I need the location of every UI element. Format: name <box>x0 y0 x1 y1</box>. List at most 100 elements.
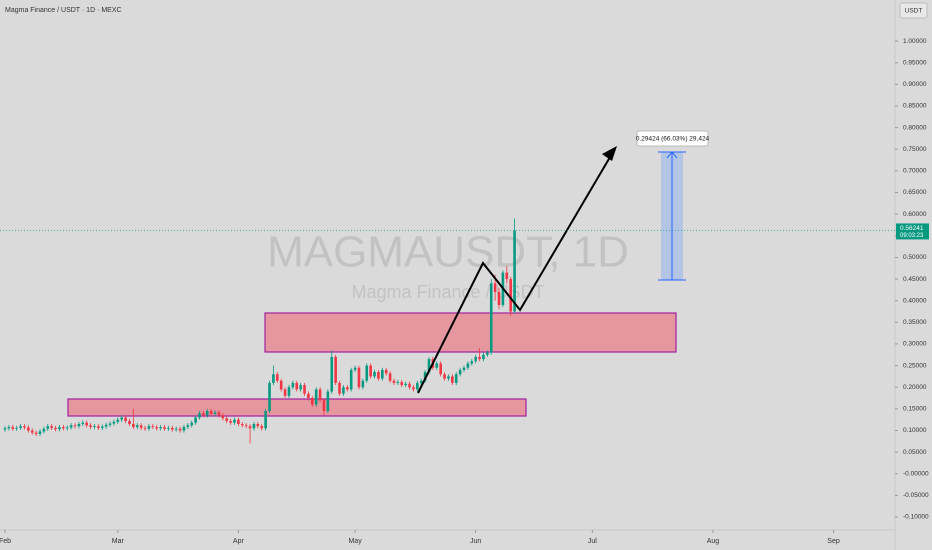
y-tick-label: 0.65000 <box>903 189 927 196</box>
candle-body <box>186 425 190 428</box>
currency[interactable]: USDT <box>905 8 923 15</box>
candle-body <box>513 230 516 312</box>
candle-body <box>240 424 244 426</box>
candle-body <box>478 356 481 360</box>
candle-body <box>381 369 384 379</box>
x-tick-label: Apr <box>233 538 245 545</box>
y-tick-label: 0.85000 <box>903 103 927 110</box>
y-tick-label: 0.60000 <box>903 211 927 218</box>
y-tick-label: 0.20000 <box>903 384 927 391</box>
candle-body <box>225 418 229 421</box>
candle-body <box>93 426 96 428</box>
y-tick-label: -0.10000 <box>903 514 929 521</box>
candle-body <box>435 363 439 368</box>
x-tick-label: Feb <box>0 538 11 545</box>
candle-body <box>489 283 493 353</box>
candle-body <box>112 421 116 424</box>
candle-body <box>229 420 232 423</box>
y-tick-label: 0.95000 <box>903 59 927 66</box>
candle-body <box>248 426 252 429</box>
candle-body <box>408 383 411 388</box>
candle-body <box>272 374 275 383</box>
candle-body <box>295 382 299 390</box>
candle-body <box>458 369 462 375</box>
candle-body <box>497 292 501 306</box>
last-price-box <box>896 223 929 240</box>
candle-body <box>264 411 267 429</box>
candle-body <box>132 424 135 428</box>
candle-body <box>62 427 65 429</box>
candle-body <box>338 382 341 394</box>
candle-body <box>151 426 155 428</box>
candle-body <box>349 369 353 390</box>
candle-body <box>3 428 7 430</box>
x-tick-label: Sep <box>827 538 840 545</box>
candle-body <box>369 365 372 377</box>
candle-body <box>65 427 69 429</box>
candle-body <box>482 354 485 360</box>
candle-body <box>182 427 186 431</box>
candle-body <box>443 374 446 379</box>
candle-body <box>221 415 225 419</box>
currency-box[interactable] <box>899 2 928 19</box>
support-zone[interactable] <box>67 398 527 417</box>
candle-body <box>388 373 392 381</box>
candle-body <box>291 382 295 388</box>
candle-body <box>237 419 240 424</box>
candle-body <box>73 425 77 427</box>
y-tick-label: 0.40000 <box>903 297 927 304</box>
candle-body <box>275 374 279 381</box>
candle-body <box>493 283 497 293</box>
candle-body <box>163 427 166 429</box>
resistance-zone[interactable] <box>264 312 677 353</box>
candle-body <box>15 427 18 429</box>
candle-body <box>46 426 50 429</box>
candle-body <box>447 376 450 379</box>
candle-body <box>396 382 400 383</box>
candle-body <box>135 425 139 428</box>
candle-body <box>427 359 431 373</box>
candle-body <box>217 412 221 416</box>
candle-body <box>505 272 509 280</box>
candle-body <box>439 363 442 375</box>
candle-body <box>7 427 11 429</box>
candle-body <box>404 383 407 386</box>
candle-body <box>318 389 322 401</box>
candle-body <box>365 365 369 381</box>
candle-body <box>42 428 46 432</box>
candle-body <box>167 427 170 429</box>
candle-body <box>205 411 209 416</box>
candle-body <box>34 432 38 434</box>
candle-body <box>209 411 213 415</box>
candle-body <box>346 387 349 390</box>
candle-body <box>244 425 248 427</box>
candle-body <box>213 412 217 415</box>
candle-body <box>314 389 318 405</box>
x-tick-label: Jul <box>588 538 597 545</box>
candle-body <box>89 425 92 428</box>
candle-body <box>462 367 466 370</box>
y-tick-label: 0.80000 <box>903 124 927 131</box>
candle-body <box>283 389 287 396</box>
candle-body <box>116 419 120 422</box>
candle-body <box>353 367 357 370</box>
candle-body <box>416 382 419 390</box>
candle-body <box>174 428 178 430</box>
candle-body <box>252 424 256 429</box>
projection-arrow[interactable] <box>417 151 614 394</box>
candle-body <box>124 417 127 421</box>
candle-body <box>256 424 260 427</box>
y-tick-label: 0.70000 <box>903 168 927 175</box>
candle-body <box>233 419 236 423</box>
candle-body <box>108 423 112 425</box>
candle-body <box>392 380 396 383</box>
arrow-head <box>602 146 617 161</box>
candle-body <box>128 420 131 424</box>
candle-body <box>384 369 388 374</box>
candle-body <box>58 427 61 430</box>
candle-body <box>373 372 376 377</box>
candle-body <box>412 387 415 390</box>
candle-body <box>330 356 334 392</box>
candle-body <box>54 427 57 430</box>
